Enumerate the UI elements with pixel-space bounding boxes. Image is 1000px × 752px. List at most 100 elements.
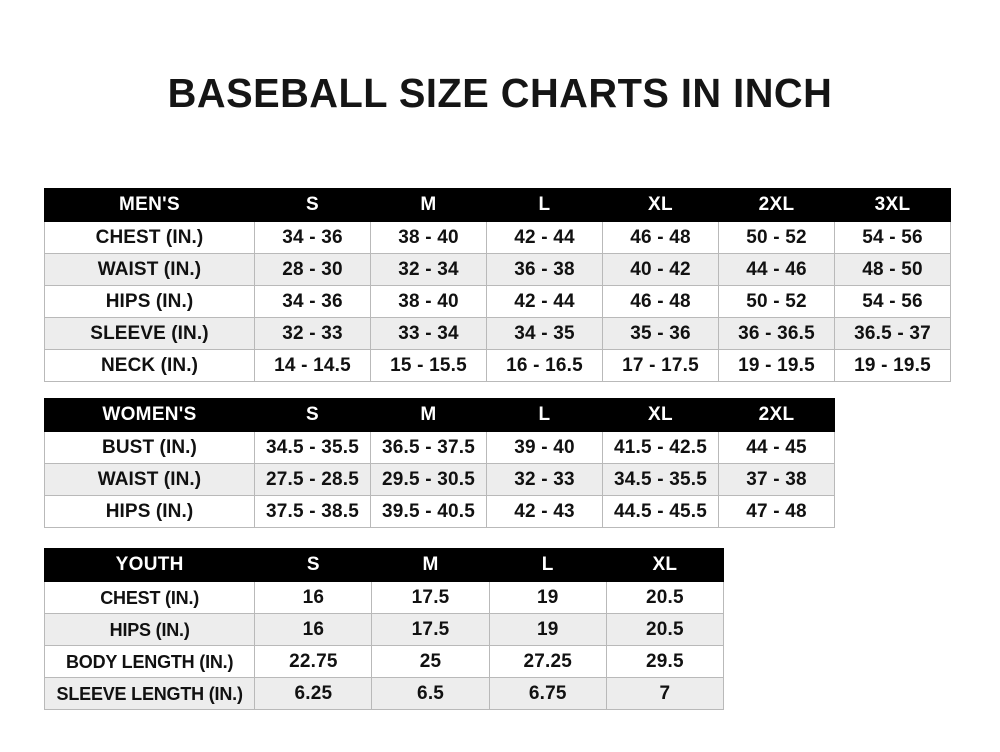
cell-value: 27.25	[488, 645, 607, 678]
cell-value: 22.75	[254, 645, 373, 678]
cell-value: 37 - 38	[718, 463, 835, 496]
mens-size-table: MEN'S S M L XL 2XL 3XL CHEST (IN.) 34 - …	[44, 188, 951, 382]
row-label: WAIST (IN.)	[44, 463, 255, 496]
womens-header-label: WOMEN'S	[44, 398, 255, 432]
row-label: BUST (IN.)	[44, 431, 255, 464]
row-label: BODY LENGTH (IN.)	[43, 645, 256, 678]
cell-value: 6.5	[371, 677, 490, 710]
womens-table-body: BUST (IN.) 34.5 - 35.5 36.5 - 37.5 39 - …	[44, 431, 835, 528]
cell-value: 42 - 43	[486, 495, 603, 528]
cell-value: 35 - 36	[602, 317, 719, 350]
cell-value: 27.5 - 28.5	[254, 463, 371, 496]
cell-value: 20.5	[605, 613, 725, 646]
cell-value: 29.5 - 30.5	[370, 463, 487, 496]
table-row: HIPS (IN.) 34 - 36 38 - 40 42 - 44 46 - …	[44, 285, 951, 318]
cell-value: 19	[488, 581, 607, 614]
cell-value: 28 - 30	[254, 253, 371, 286]
youth-header-size-s: S	[254, 548, 373, 582]
cell-value: 39.5 - 40.5	[370, 495, 487, 528]
cell-value: 33 - 34	[370, 317, 487, 350]
mens-header-label: MEN'S	[44, 188, 255, 222]
table-row: CHEST (IN.) 16 17.5 19 20.5	[43, 581, 725, 614]
womens-header-size-xl: XL	[602, 398, 719, 432]
cell-value: 25	[371, 645, 490, 678]
cell-value: 54 - 56	[834, 221, 951, 254]
row-label: HIPS (IN.)	[43, 613, 256, 646]
cell-value: 34.5 - 35.5	[254, 431, 371, 464]
mens-header-size-m: M	[370, 188, 487, 222]
youth-size-table: YOUTH S M L XL CHEST (IN.) 16 17.5 19 20…	[43, 548, 725, 710]
mens-header-size-s: S	[254, 188, 371, 222]
cell-value: 34.5 - 35.5	[602, 463, 719, 496]
cell-value: 41.5 - 42.5	[602, 431, 719, 464]
cell-value: 29.5	[605, 645, 725, 678]
row-label: SLEEVE (IN.)	[44, 317, 255, 350]
table-row: HIPS (IN.) 16 17.5 19 20.5	[43, 613, 725, 646]
cell-value: 38 - 40	[370, 221, 487, 254]
table-row: WAIST (IN.) 27.5 - 28.5 29.5 - 30.5 32 -…	[44, 463, 835, 496]
cell-value: 46 - 48	[602, 285, 719, 318]
row-label: NECK (IN.)	[44, 349, 255, 382]
youth-header-row: YOUTH S M L XL	[43, 548, 725, 582]
cell-value: 37.5 - 38.5	[254, 495, 371, 528]
youth-header-size-l: L	[488, 548, 607, 582]
cell-value: 17 - 17.5	[602, 349, 719, 382]
row-label: HIPS (IN.)	[44, 495, 255, 528]
cell-value: 32 - 33	[254, 317, 371, 350]
table-row: SLEEVE LENGTH (IN.) 6.25 6.5 6.75 7	[43, 677, 725, 710]
cell-value: 48 - 50	[834, 253, 951, 286]
womens-table-head: WOMEN'S S M L XL 2XL	[44, 398, 835, 432]
cell-value: 36 - 36.5	[718, 317, 835, 350]
mens-header-size-xl: XL	[602, 188, 719, 222]
mens-header-size-2xl: 2XL	[718, 188, 835, 222]
table-row: NECK (IN.) 14 - 14.5 15 - 15.5 16 - 16.5…	[44, 349, 951, 382]
cell-value: 54 - 56	[834, 285, 951, 318]
cell-value: 16 - 16.5	[486, 349, 603, 382]
cell-value: 39 - 40	[486, 431, 603, 464]
row-label: WAIST (IN.)	[44, 253, 255, 286]
cell-value: 50 - 52	[718, 285, 835, 318]
table-row: CHEST (IN.) 34 - 36 38 - 40 42 - 44 46 -…	[44, 221, 951, 254]
row-label: SLEEVE LENGTH (IN.)	[43, 677, 256, 710]
cell-value: 44 - 46	[718, 253, 835, 286]
cell-value: 50 - 52	[718, 221, 835, 254]
mens-header-size-3xl: 3XL	[834, 188, 951, 222]
cell-value: 16	[254, 581, 373, 614]
cell-value: 42 - 44	[486, 221, 603, 254]
cell-value: 36.5 - 37.5	[370, 431, 487, 464]
cell-value: 46 - 48	[602, 221, 719, 254]
cell-value: 14 - 14.5	[254, 349, 371, 382]
mens-header-size-l: L	[486, 188, 603, 222]
cell-value: 17.5	[371, 581, 490, 614]
cell-value: 6.75	[488, 677, 607, 710]
womens-header-row: WOMEN'S S M L XL 2XL	[44, 398, 835, 432]
cell-value: 16	[254, 613, 373, 646]
cell-value: 32 - 33	[486, 463, 603, 496]
cell-value: 36.5 - 37	[834, 317, 951, 350]
womens-header-size-2xl: 2XL	[718, 398, 835, 432]
womens-header-size-l: L	[486, 398, 603, 432]
cell-value: 34 - 36	[254, 285, 371, 318]
cell-value: 19	[488, 613, 607, 646]
youth-header-size-xl: XL	[605, 548, 725, 582]
table-row: SLEEVE (IN.) 32 - 33 33 - 34 34 - 35 35 …	[44, 317, 951, 350]
cell-value: 15 - 15.5	[370, 349, 487, 382]
youth-table-body: CHEST (IN.) 16 17.5 19 20.5 HIPS (IN.) 1…	[43, 581, 725, 710]
cell-value: 32 - 34	[370, 253, 487, 286]
cell-value: 6.25	[254, 677, 373, 710]
cell-value: 36 - 38	[486, 253, 603, 286]
womens-header-size-s: S	[254, 398, 371, 432]
youth-header-label: YOUTH	[43, 548, 256, 582]
page-title: BASEBALL SIZE CHARTS IN INCH	[167, 70, 833, 116]
womens-size-table: WOMEN'S S M L XL 2XL BUST (IN.) 34.5 - 3…	[44, 398, 835, 528]
cell-value: 19 - 19.5	[834, 349, 951, 382]
cell-value: 19 - 19.5	[718, 349, 835, 382]
table-row: WAIST (IN.) 28 - 30 32 - 34 36 - 38 40 -…	[44, 253, 951, 286]
mens-table-head: MEN'S S M L XL 2XL 3XL	[44, 188, 951, 222]
cell-value: 47 - 48	[718, 495, 835, 528]
table-row: BODY LENGTH (IN.) 22.75 25 27.25 29.5	[43, 645, 725, 678]
cell-value: 17.5	[371, 613, 490, 646]
cell-value: 7	[605, 677, 725, 710]
mens-header-row: MEN'S S M L XL 2XL 3XL	[44, 188, 951, 222]
youth-header-size-m: M	[371, 548, 490, 582]
